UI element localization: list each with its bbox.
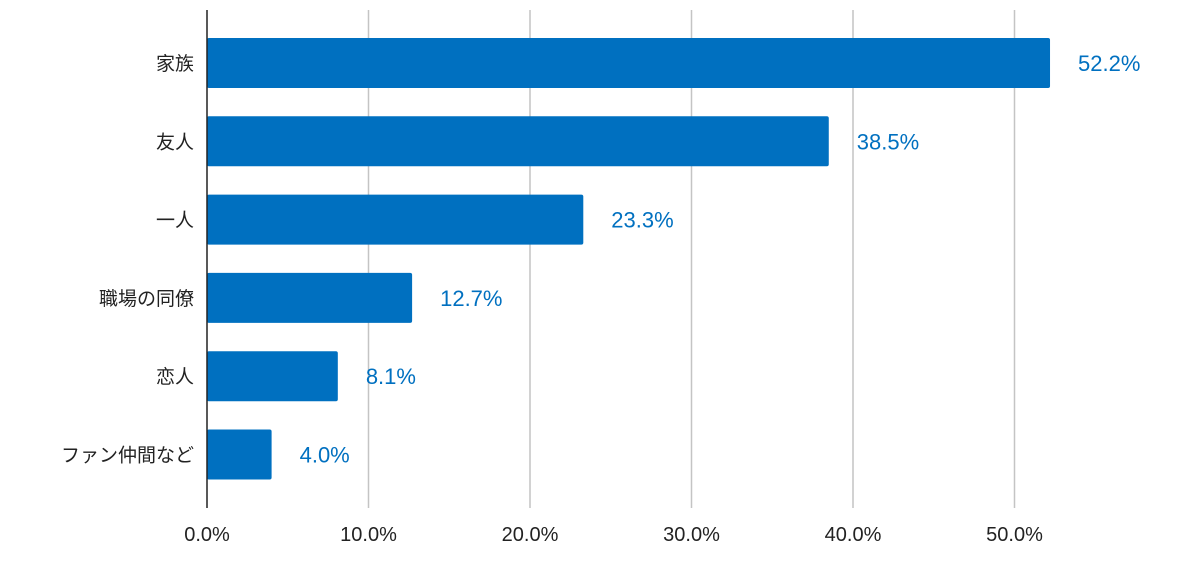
bar [207, 38, 1051, 88]
data-label: 12.7% [440, 286, 502, 311]
category-label: 職場の同僚 [99, 288, 194, 310]
data-label: 23.3% [611, 208, 673, 233]
data-label: 52.2% [1078, 51, 1140, 76]
bar [207, 116, 829, 167]
value-labels: 52.2% 38.5% 23.3% 12.7% 8.1% 4.0% [300, 51, 1141, 468]
data-label: 8.1% [366, 364, 416, 389]
x-tick-label: 50.0% [986, 524, 1043, 546]
category-label: 恋人 [156, 366, 194, 388]
bar [207, 351, 338, 402]
data-label: 4.0% [300, 443, 350, 468]
bars [207, 38, 1051, 480]
category-label: 一人 [156, 210, 194, 232]
x-tick-label: 20.0% [502, 524, 559, 546]
x-tick-label: 10.0% [340, 524, 397, 546]
x-tick-label: 0.0% [184, 524, 230, 546]
category-label: ファン仲間など [61, 445, 194, 467]
x-tick-label: 40.0% [825, 524, 882, 546]
bar [207, 272, 413, 323]
data-label: 38.5% [857, 129, 919, 154]
x-tick-label: 30.0% [663, 524, 720, 546]
bar [207, 194, 584, 245]
category-label: 家族 [156, 53, 194, 75]
bar [207, 429, 272, 480]
x-axis-tick-labels: 0.0% 10.0% 20.0% 30.0% 40.0% 50.0% [184, 524, 1043, 546]
gridlines [367, 10, 1016, 508]
category-label: 友人 [156, 131, 194, 153]
